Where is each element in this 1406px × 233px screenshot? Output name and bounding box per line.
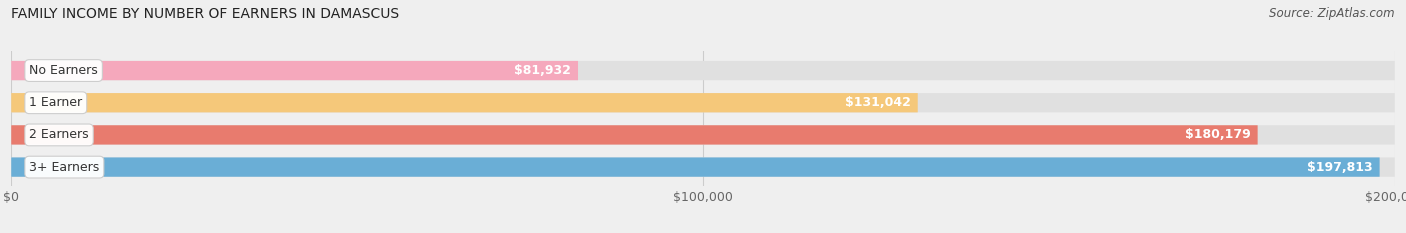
FancyBboxPatch shape — [11, 93, 1395, 112]
Text: $131,042: $131,042 — [845, 96, 911, 109]
Text: No Earners: No Earners — [30, 64, 98, 77]
FancyBboxPatch shape — [11, 158, 1395, 177]
FancyBboxPatch shape — [11, 125, 1395, 144]
FancyBboxPatch shape — [11, 158, 1379, 177]
Text: 1 Earner: 1 Earner — [30, 96, 83, 109]
FancyBboxPatch shape — [11, 61, 1395, 80]
Text: Source: ZipAtlas.com: Source: ZipAtlas.com — [1270, 7, 1395, 20]
FancyBboxPatch shape — [11, 61, 578, 80]
Text: $180,179: $180,179 — [1185, 128, 1251, 141]
Text: $81,932: $81,932 — [515, 64, 571, 77]
Text: 2 Earners: 2 Earners — [30, 128, 89, 141]
Text: $197,813: $197,813 — [1308, 161, 1372, 174]
Text: 3+ Earners: 3+ Earners — [30, 161, 100, 174]
FancyBboxPatch shape — [11, 125, 1257, 144]
FancyBboxPatch shape — [11, 93, 918, 112]
Text: FAMILY INCOME BY NUMBER OF EARNERS IN DAMASCUS: FAMILY INCOME BY NUMBER OF EARNERS IN DA… — [11, 7, 399, 21]
